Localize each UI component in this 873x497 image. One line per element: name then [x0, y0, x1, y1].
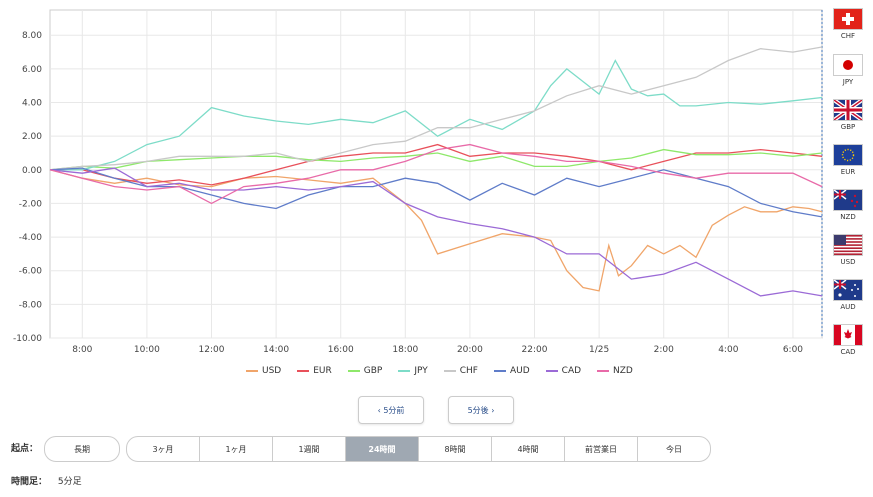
series-line-gbp [49, 148, 823, 171]
y-tick-label: -2.00 [19, 199, 43, 209]
legend-item-aud[interactable]: AUD [493, 366, 530, 376]
legend-label: EUR [313, 366, 332, 376]
flag-label: USD [840, 258, 856, 266]
legend-item-nzd[interactable]: NZD [597, 366, 633, 376]
flag-nzd[interactable]: NZD [828, 189, 868, 221]
legend-swatch [493, 370, 506, 372]
flag-jpy[interactable]: JPY [828, 54, 868, 86]
flag-label: GBP [840, 123, 856, 131]
x-tick-label: 22:00 [522, 345, 548, 355]
plot-area [49, 9, 823, 339]
legend-swatch [246, 370, 258, 372]
legend-item-eur[interactable]: EUR [297, 366, 332, 376]
legend-swatch [545, 370, 558, 372]
legend-label: USD [262, 366, 282, 376]
y-tick-label: 4.00 [22, 99, 42, 109]
x-tick-label: 6:00 [783, 345, 803, 355]
x-tick-label: 8:00 [72, 345, 92, 355]
timeframe-value[interactable]: 5分足 [57, 477, 82, 487]
flag-label: AUD [840, 303, 856, 311]
flag-chf[interactable]: CHF [828, 8, 868, 40]
legend-label: CHF [459, 366, 478, 376]
legend-item-gbp[interactable]: GBP [347, 366, 383, 376]
legend-swatch [297, 370, 310, 372]
y-tick-label: -10.00 [13, 334, 42, 344]
next-5min-button[interactable]: 5分後 › [448, 396, 514, 424]
start-option-2[interactable]: 1週間 [273, 437, 346, 461]
legend-label: AUD [509, 366, 530, 376]
x-tick-label: 1/25 [589, 345, 609, 355]
swiss-flag-icon [833, 8, 863, 30]
legend-item-usd[interactable]: USD [246, 366, 281, 376]
timeframe-row: 時間足： 5分足 [11, 474, 82, 487]
x-tick-label: 20:00 [457, 345, 483, 355]
flag-label: CAD [840, 348, 856, 356]
y-tick-label: 0.00 [22, 166, 42, 176]
flag-eur[interactable]: EUR [828, 144, 868, 176]
x-tick-label: 12:00 [199, 345, 225, 355]
start-option-3[interactable]: 24時間 [346, 437, 419, 461]
flag-label: EUR [840, 168, 856, 176]
start-option-0[interactable]: 3ヶ月 [127, 437, 200, 461]
legend-swatch [597, 370, 610, 372]
line-chart: 8.00 6.00 4.00 2.00 0.00 -2.00 -4.00 -6.00 -8.00… [13, 9, 823, 355]
canada-flag-icon [833, 324, 863, 346]
legend-label: JPY [414, 366, 428, 376]
au-flag-icon [833, 279, 863, 301]
series-line-eur [50, 143, 823, 186]
series-line-nzd [49, 143, 823, 205]
series-line-chf [49, 46, 823, 171]
us-flag-icon [833, 234, 863, 256]
start-option-5[interactable]: 4時間 [492, 437, 565, 461]
legend-item-cad[interactable]: CAD [545, 366, 582, 376]
flag-gbp[interactable]: GBP [828, 98, 868, 131]
y-tick-label: -4.00 [19, 233, 43, 243]
flag-label: NZD [840, 213, 856, 221]
flag-label: JPY [842, 78, 854, 86]
start-option-4[interactable]: 8時間 [419, 437, 492, 461]
y-tick-label: 6.00 [22, 65, 42, 75]
series-line-jpy [50, 59, 823, 171]
uk-flag-icon [832, 98, 864, 122]
legend-item-chf[interactable]: CHF [443, 366, 478, 376]
eu-flag-icon [833, 144, 863, 166]
flag-usd[interactable]: USD [828, 234, 868, 266]
y-tick-label: 2.00 [22, 132, 42, 142]
start-period-selector: 3ヶ月 1ヶ月 1週間 24時間 8時間 4時間 前営業日 今日 [126, 436, 711, 462]
x-tick-label: 16:00 [328, 345, 354, 355]
flag-cad[interactable]: CAD [828, 324, 868, 356]
start-point-label: 起点： [11, 444, 39, 454]
x-tick-label: 10:00 [134, 345, 160, 355]
x-tick-label: 14:00 [263, 345, 289, 355]
series-line-cad [49, 167, 823, 297]
y-tick-label: -8.00 [19, 300, 43, 310]
start-option-1[interactable]: 1ヶ月 [200, 437, 273, 461]
x-tick-label: 4:00 [718, 345, 738, 355]
nz-flag-icon [833, 189, 863, 211]
y-tick-label: -6.00 [19, 267, 43, 277]
legend-label: GBP [363, 366, 383, 376]
chart-legend: USD EUR GBP JPY CHF AUD CAD NZD [246, 366, 633, 376]
legend-swatch [347, 370, 360, 372]
legend-label: CAD [561, 366, 582, 376]
y-tick-label: 8.00 [22, 31, 42, 41]
legend-item-jpy[interactable]: JPY [398, 366, 428, 376]
legend-swatch [443, 370, 456, 372]
flag-aud[interactable]: AUD [828, 279, 868, 311]
start-option-7[interactable]: 今日 [666, 444, 682, 454]
prev-5min-button[interactable]: ‹ 5分前 [358, 396, 424, 424]
flag-label: CHF [840, 32, 856, 40]
x-tick-label: 2:00 [654, 345, 674, 355]
x-tick-label: 18:00 [392, 345, 418, 355]
legend-swatch [398, 370, 411, 372]
legend-label: NZD [613, 366, 633, 376]
long-term-button[interactable]: 長期 [44, 436, 120, 462]
japan-flag-icon [833, 54, 863, 76]
start-option-6[interactable]: 前営業日 [565, 437, 638, 461]
timeframe-label: 時間足： [11, 477, 48, 487]
